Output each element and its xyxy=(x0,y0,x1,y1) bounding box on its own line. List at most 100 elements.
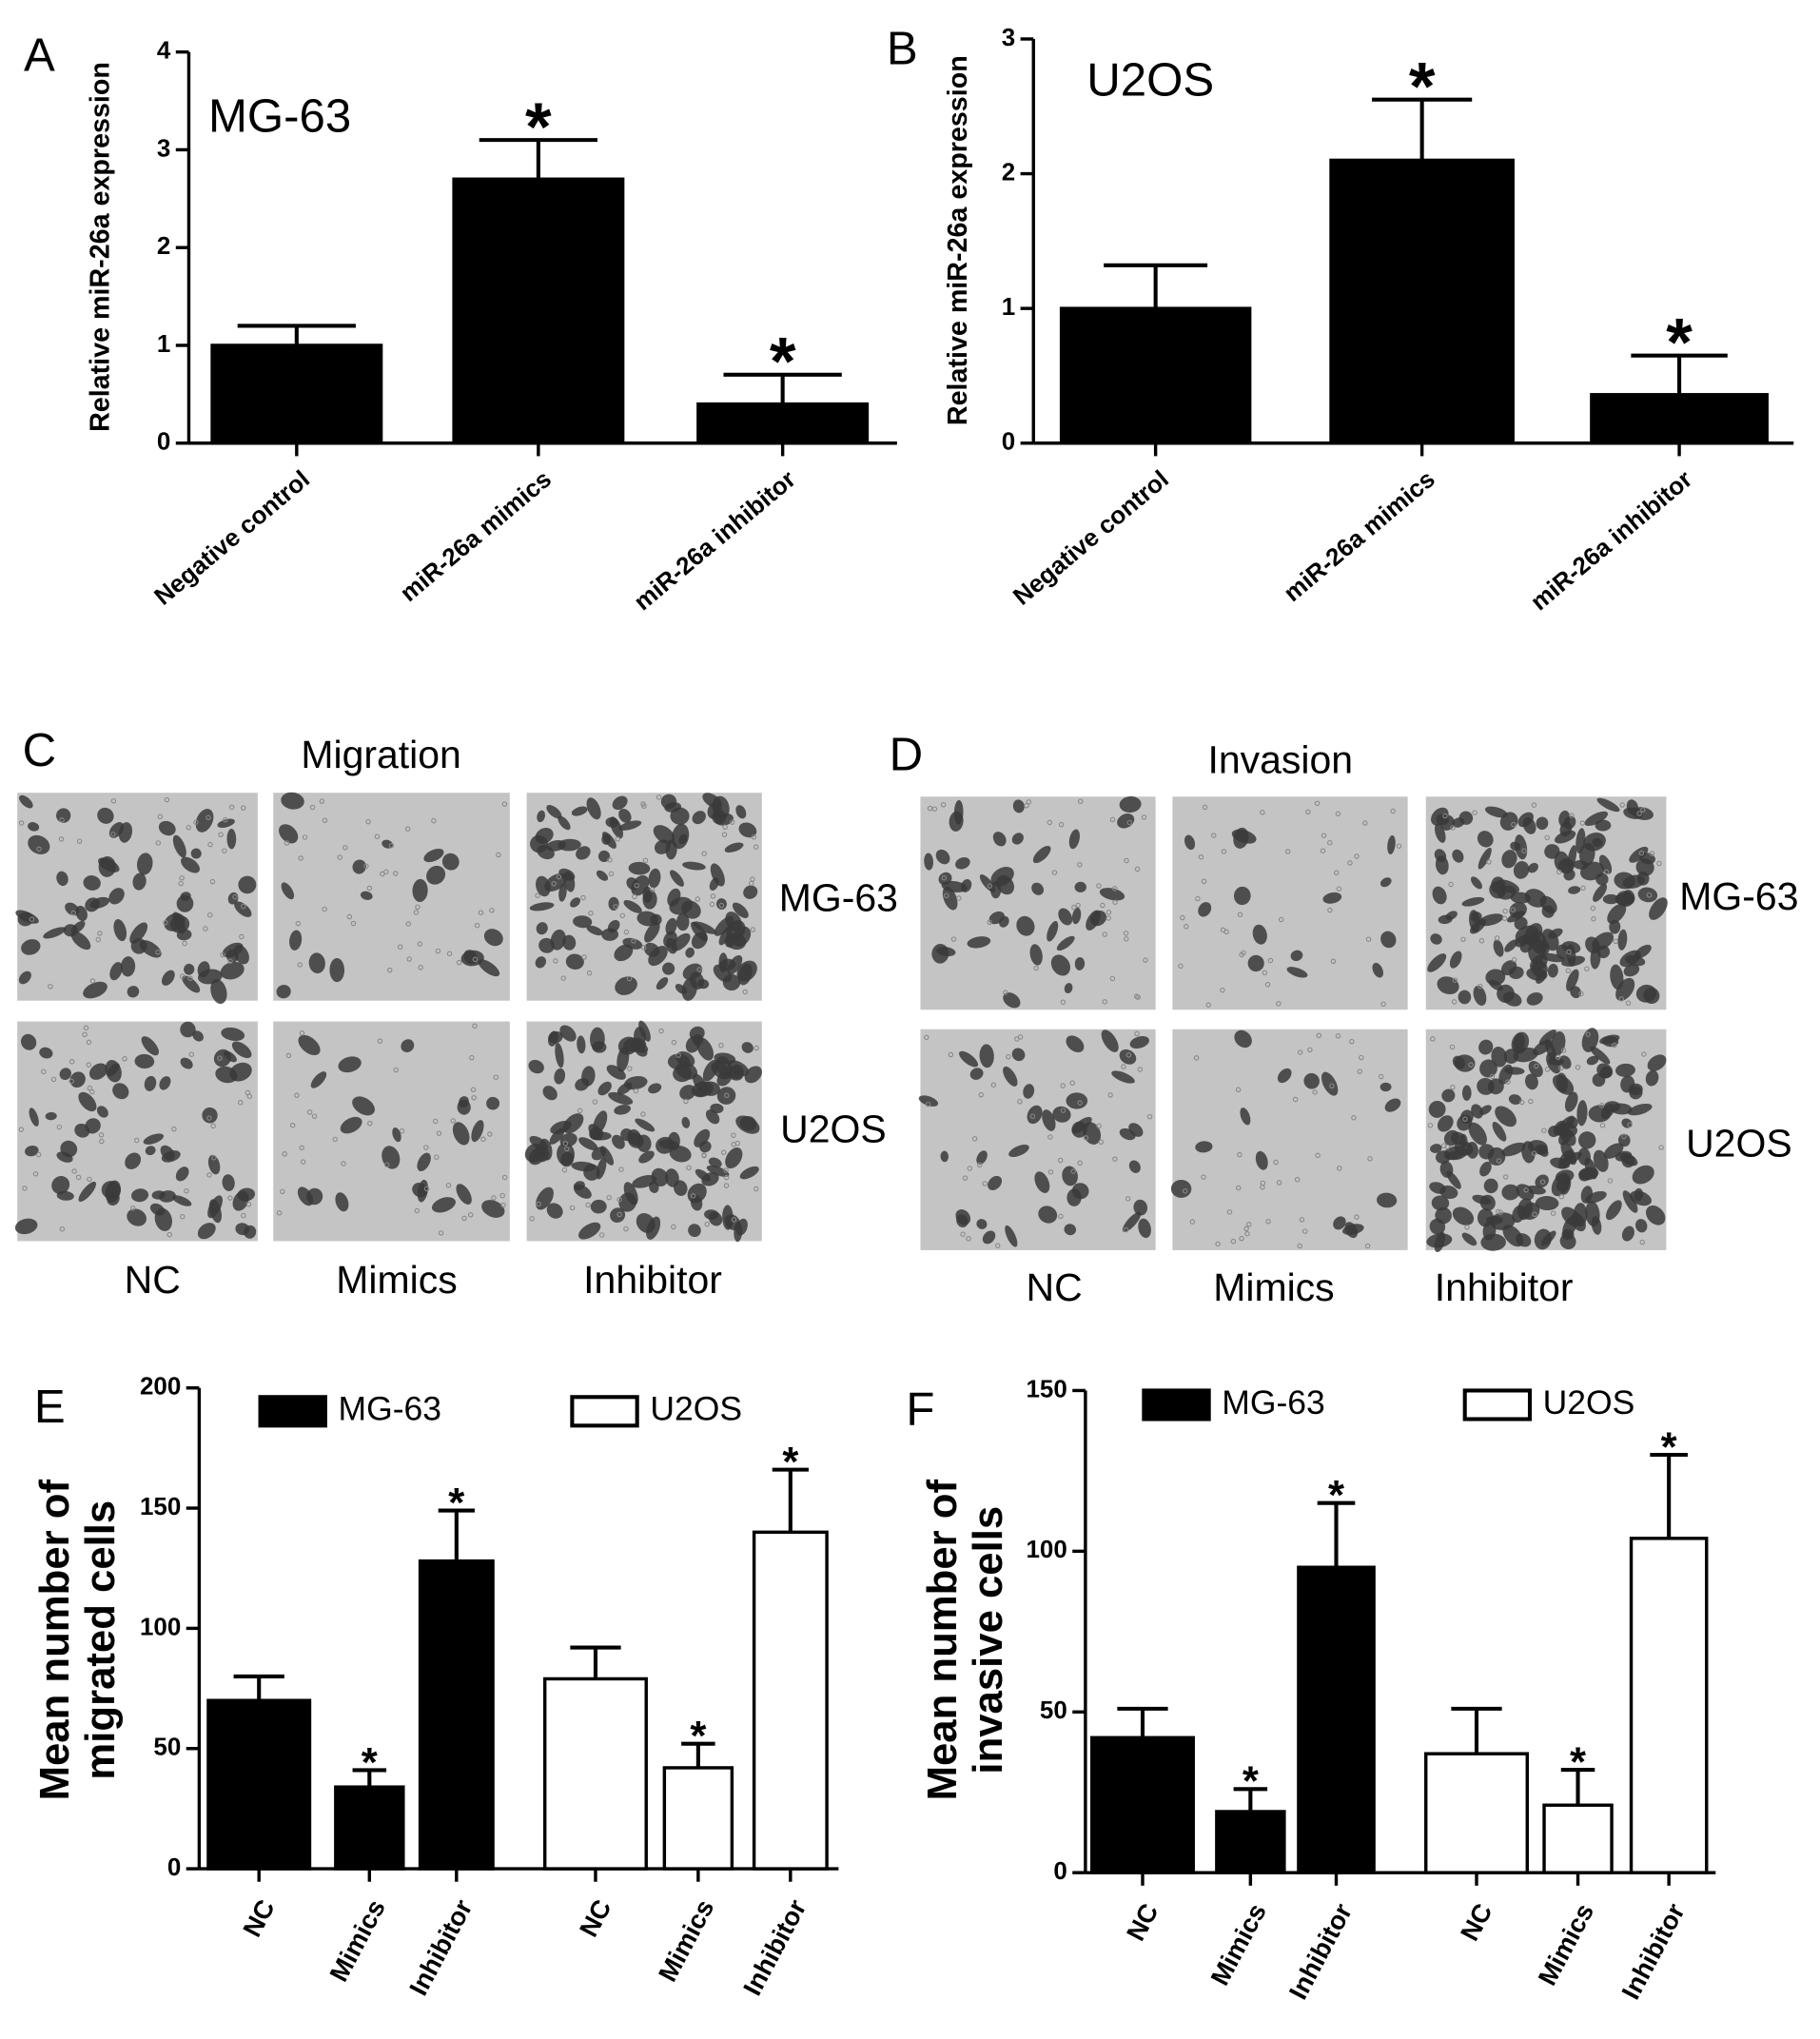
pore xyxy=(1125,1196,1131,1202)
cell xyxy=(628,861,651,875)
pore xyxy=(1337,1166,1342,1171)
cell xyxy=(1034,1171,1050,1193)
micrograph xyxy=(920,1029,1156,1250)
cell xyxy=(737,963,753,986)
figure-title: Migration xyxy=(301,733,461,776)
pore xyxy=(1299,1217,1305,1223)
cell xyxy=(586,797,601,820)
pore xyxy=(467,1212,474,1218)
cell xyxy=(722,1205,734,1230)
cell xyxy=(1446,1170,1461,1189)
pore xyxy=(363,863,369,870)
cell xyxy=(1493,939,1504,957)
pore xyxy=(710,893,716,899)
cell xyxy=(1479,1105,1492,1115)
cell xyxy=(1011,1048,1026,1062)
cell xyxy=(1066,1092,1088,1109)
y-tick-label: 150 xyxy=(1026,1376,1067,1402)
pore xyxy=(1354,1214,1360,1220)
cell xyxy=(233,945,249,965)
significance: * xyxy=(362,1739,378,1786)
pore xyxy=(1077,1100,1083,1106)
cell xyxy=(39,1047,53,1059)
cell xyxy=(145,1146,156,1156)
pore xyxy=(332,1136,339,1143)
cell xyxy=(620,1128,634,1142)
cell xyxy=(1074,957,1086,970)
cell xyxy=(202,1107,218,1124)
cell xyxy=(727,954,743,975)
pore xyxy=(205,814,211,821)
cell xyxy=(1122,1211,1142,1232)
pore xyxy=(1541,1127,1547,1133)
cell xyxy=(1023,1084,1035,1099)
pore xyxy=(1460,936,1466,943)
cell xyxy=(175,1167,189,1182)
cell xyxy=(1521,1202,1540,1220)
cell xyxy=(1523,923,1543,946)
cell xyxy=(738,822,757,838)
pore xyxy=(1494,935,1500,941)
pore xyxy=(188,1051,195,1057)
cell xyxy=(43,927,67,939)
cell xyxy=(601,832,616,849)
cell xyxy=(220,961,245,980)
pore xyxy=(493,1074,499,1080)
cell xyxy=(207,1154,221,1175)
pore xyxy=(393,1067,399,1073)
x-tick-label: Mimics xyxy=(1204,1898,1272,1990)
pore xyxy=(59,1225,66,1232)
pore xyxy=(1590,905,1596,912)
pore xyxy=(22,1186,28,1191)
pore xyxy=(1096,883,1102,889)
pore xyxy=(1276,1180,1282,1186)
pore xyxy=(95,936,101,943)
pore xyxy=(187,975,193,981)
cell xyxy=(648,1083,662,1094)
pore xyxy=(560,975,566,981)
pore xyxy=(1496,1208,1501,1215)
cell xyxy=(992,832,1007,847)
cell xyxy=(724,842,744,853)
pore xyxy=(1273,1159,1279,1166)
pore xyxy=(1230,1238,1237,1245)
pore xyxy=(631,938,636,944)
error-bar xyxy=(1650,1452,1688,1539)
cell xyxy=(573,1184,592,1199)
pore xyxy=(1098,1139,1104,1145)
cell xyxy=(1535,1174,1549,1188)
cell xyxy=(1032,846,1051,864)
cell xyxy=(1062,1166,1078,1186)
cell xyxy=(648,946,668,967)
pore xyxy=(536,1201,541,1207)
cell xyxy=(1615,892,1634,906)
pore xyxy=(1017,1099,1023,1105)
cell xyxy=(1495,1106,1517,1127)
pore xyxy=(1518,1099,1525,1106)
x-tick-label: Inhibitor xyxy=(1615,1898,1691,2004)
pore xyxy=(1327,839,1333,846)
pore xyxy=(1069,1080,1075,1086)
cell xyxy=(1602,1035,1619,1048)
cell xyxy=(1632,1165,1654,1185)
pore xyxy=(1137,1067,1144,1072)
pore xyxy=(434,1154,440,1160)
cell xyxy=(460,950,484,967)
cell xyxy=(176,894,194,912)
cell xyxy=(689,971,704,990)
pore xyxy=(1364,1243,1371,1249)
pore xyxy=(478,910,484,915)
pore xyxy=(366,885,373,892)
pore xyxy=(1531,1150,1537,1156)
pore xyxy=(1264,982,1271,988)
pore xyxy=(1603,869,1610,875)
bar xyxy=(1424,1752,1529,1874)
cell xyxy=(1536,816,1549,831)
cell xyxy=(924,853,933,871)
pore xyxy=(1070,1168,1077,1174)
pore xyxy=(1315,1152,1321,1159)
pore xyxy=(632,893,637,900)
cell xyxy=(1617,1133,1631,1147)
cell xyxy=(1575,828,1586,854)
